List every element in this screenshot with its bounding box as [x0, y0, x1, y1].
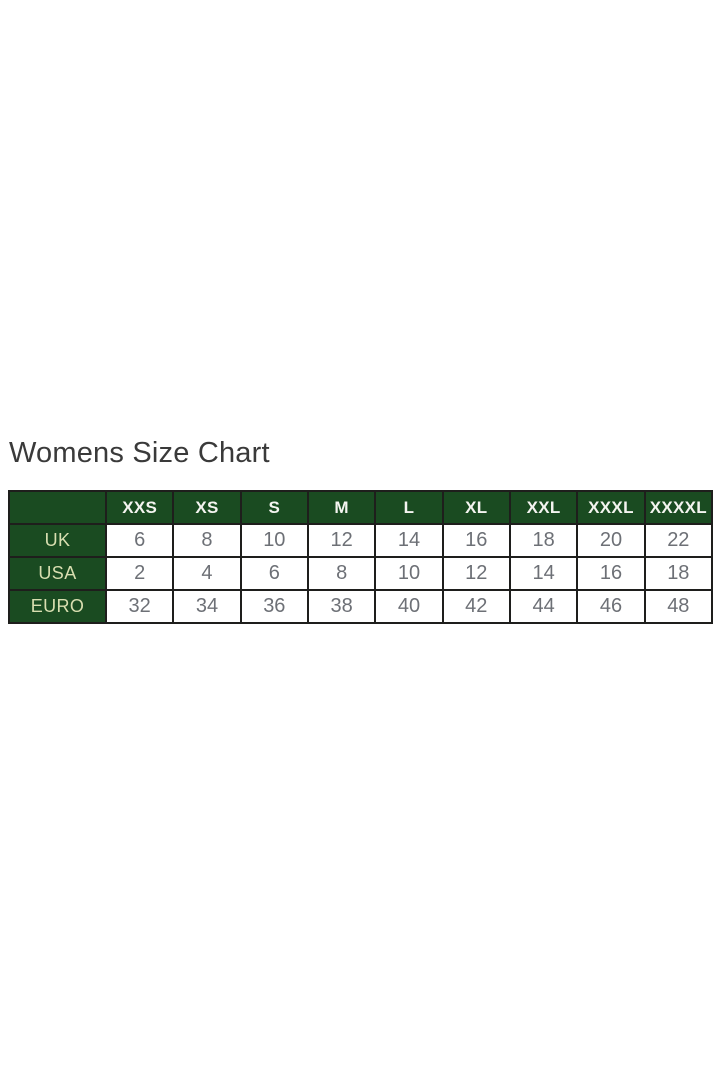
size-value: 12	[441, 556, 511, 591]
size-value: 6	[104, 523, 175, 558]
size-value: 18	[643, 556, 714, 591]
size-value: 10	[374, 556, 444, 591]
size-value: 36	[239, 589, 309, 624]
size-value: 48	[643, 589, 714, 624]
size-col-header: L	[374, 490, 444, 525]
size-value: 2	[104, 556, 175, 591]
size-value: 6	[239, 556, 309, 591]
womens-size-chart-table: XXS XS S M L XL XXL XXXL XXXXL UK 6 8 10…	[8, 490, 714, 624]
size-col-header: S	[239, 490, 309, 525]
size-header-row: XXS XS S M L XL XXL XXXL XXXXL	[8, 490, 714, 525]
size-value: 44	[508, 589, 579, 624]
size-col-header: M	[306, 490, 377, 525]
size-col-header: XXS	[104, 490, 175, 525]
size-value: 22	[643, 523, 714, 558]
size-value: 32	[104, 589, 175, 624]
size-col-header: XXL	[508, 490, 579, 525]
size-value: 8	[306, 556, 377, 591]
size-value: 40	[374, 589, 444, 624]
size-col-header: XS	[172, 490, 242, 525]
size-value: 10	[239, 523, 309, 558]
page-title: Womens Size Chart	[9, 437, 270, 469]
size-value: 12	[306, 523, 377, 558]
size-value: 20	[576, 523, 646, 558]
row-label: UK	[8, 523, 107, 558]
size-value: 4	[172, 556, 242, 591]
size-value: 42	[441, 589, 511, 624]
size-value: 8	[172, 523, 242, 558]
table-row-euro: EURO 32 34 36 38 40 42 44 46 48	[8, 589, 714, 624]
size-value: 38	[306, 589, 377, 624]
table-row-usa: USA 2 4 6 8 10 12 14 16 18	[8, 556, 714, 591]
size-value: 16	[576, 556, 646, 591]
size-value: 18	[508, 523, 579, 558]
row-label: EURO	[8, 589, 107, 624]
corner-cell	[8, 490, 107, 525]
size-value: 46	[576, 589, 646, 624]
table-row-uk: UK 6 8 10 12 14 16 18 20 22	[8, 523, 714, 558]
size-col-header: XL	[441, 490, 511, 525]
row-label: USA	[8, 556, 107, 591]
size-value: 34	[172, 589, 242, 624]
size-value: 16	[441, 523, 511, 558]
size-col-header: XXXXL	[643, 490, 714, 525]
size-value: 14	[508, 556, 579, 591]
size-col-header: XXXL	[576, 490, 646, 525]
size-value: 14	[374, 523, 444, 558]
